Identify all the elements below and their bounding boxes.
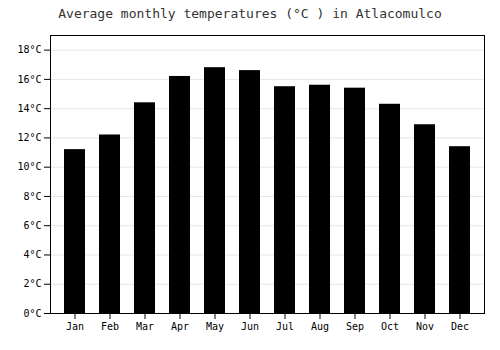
svg-text:0°C: 0°C xyxy=(23,308,41,319)
svg-text:2°C: 2°C xyxy=(23,278,41,289)
svg-text:May: May xyxy=(206,321,224,332)
svg-text:10°C: 10°C xyxy=(17,161,41,172)
svg-text:Aug: Aug xyxy=(311,321,329,332)
svg-text:Nov: Nov xyxy=(416,321,434,332)
svg-text:18°C: 18°C xyxy=(17,44,41,55)
svg-text:Dec: Dec xyxy=(451,321,469,332)
svg-text:16°C: 16°C xyxy=(17,74,41,85)
svg-text:14°C: 14°C xyxy=(17,103,41,114)
svg-text:12°C: 12°C xyxy=(17,132,41,143)
svg-text:Jan: Jan xyxy=(66,321,84,332)
svg-text:Jun: Jun xyxy=(241,321,259,332)
svg-text:8°C: 8°C xyxy=(23,191,41,202)
svg-text:6°C: 6°C xyxy=(23,220,41,231)
svg-text:Apr: Apr xyxy=(171,321,189,332)
svg-text:Sep: Sep xyxy=(346,321,364,332)
svg-text:Feb: Feb xyxy=(101,321,119,332)
svg-text:4°C: 4°C xyxy=(23,249,41,260)
svg-text:Mar: Mar xyxy=(136,321,154,332)
svg-text:Jul: Jul xyxy=(276,321,294,332)
svg-text:Oct: Oct xyxy=(381,321,399,332)
html-text:Average monthly temperatures (: Average monthly temperatures (°C ) in At… xyxy=(58,6,442,21)
